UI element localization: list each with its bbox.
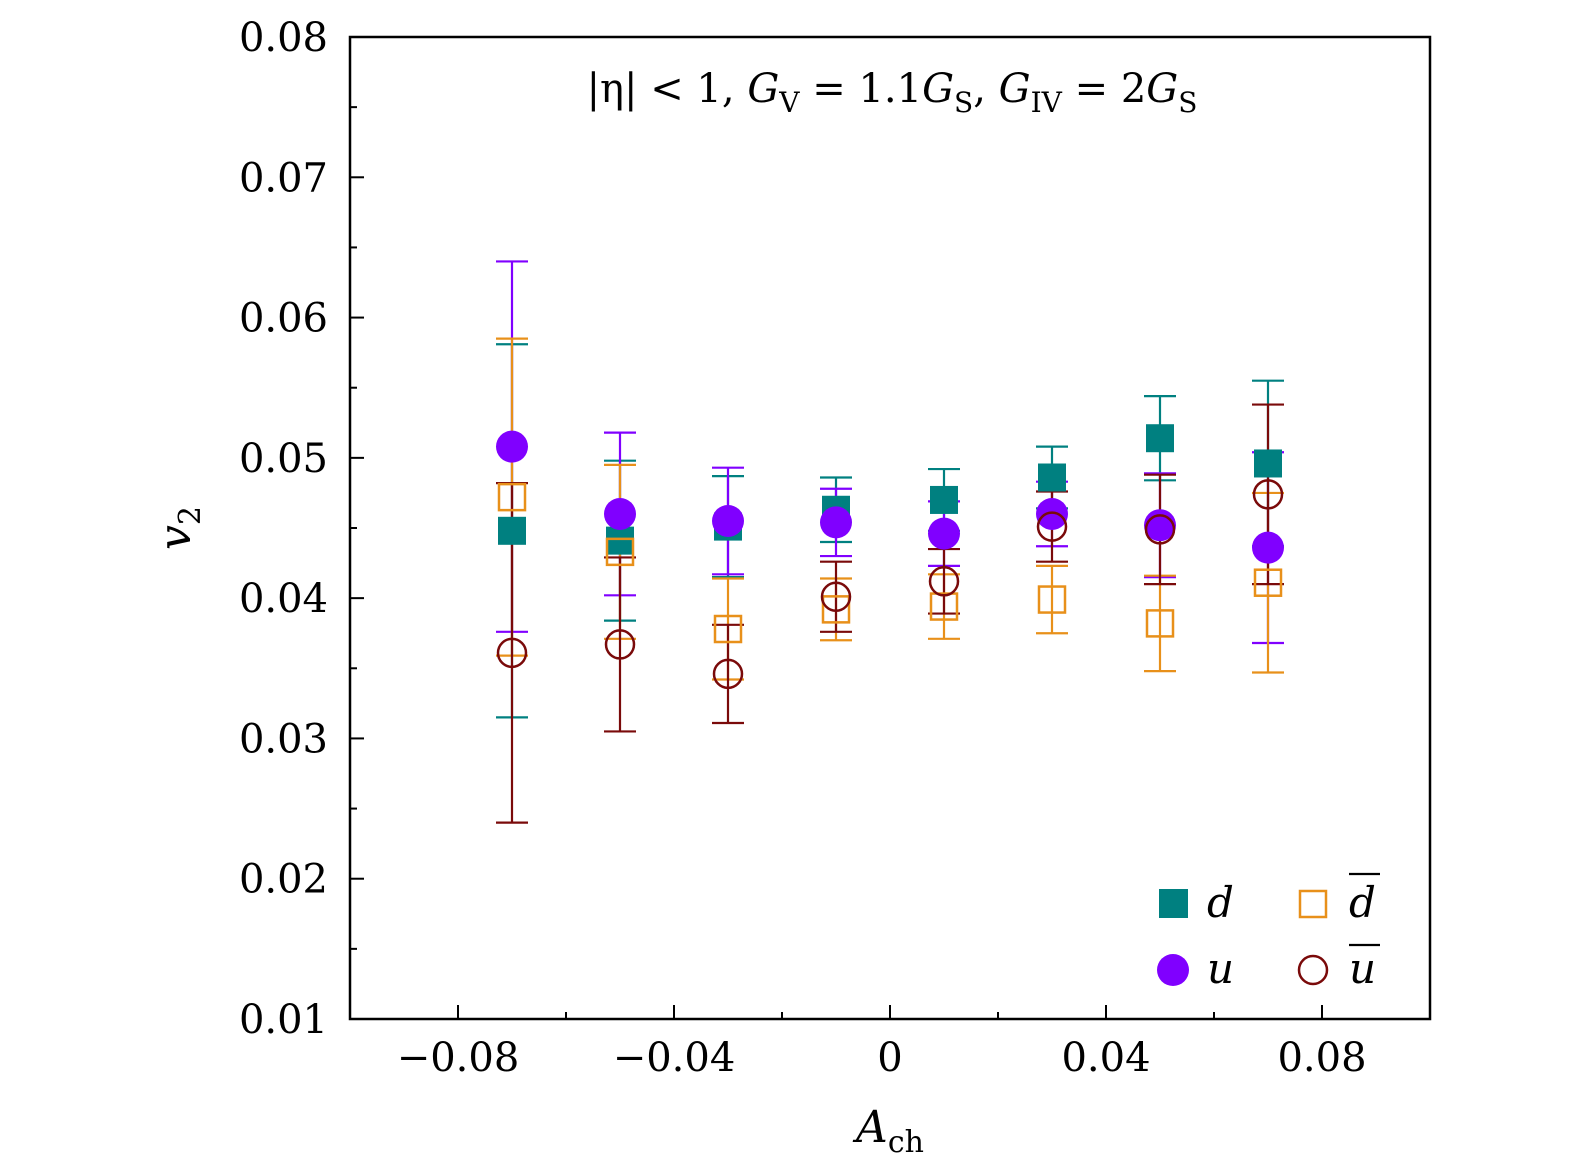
legend-entry-dbar: d: [1298, 872, 1380, 927]
point-d: [1038, 463, 1066, 492]
point-u: [928, 517, 960, 550]
plot-frame: [348, 35, 1432, 1021]
chart-title: |η| < 1, GV = 1.1GS, GIV = 2GS: [587, 66, 1198, 119]
point-u: [712, 504, 744, 537]
legend-entry-ubar: u: [1297, 943, 1380, 993]
y-tick-label: 0.08: [239, 15, 328, 61]
x-tick-label: 0.08: [1277, 1035, 1366, 1081]
legend: d d u u: [1157, 872, 1380, 993]
point-u: [1036, 497, 1068, 530]
point-ubar: [1144, 514, 1176, 545]
legend-label-ubar: u: [1349, 944, 1376, 993]
point-dbar: [1145, 609, 1175, 638]
point-dbar: [713, 614, 743, 644]
legend-marker-ubar: [1297, 954, 1329, 986]
point-d: [1254, 449, 1282, 478]
y-tick-label: 0.02: [239, 857, 328, 903]
point-d: [930, 485, 958, 514]
y-tick-label: 0.05: [239, 436, 328, 482]
point-dbar: [1253, 568, 1283, 597]
y-tick-label: 0.07: [239, 155, 328, 201]
point-u: [496, 430, 528, 463]
x-tick-label: −0.08: [397, 1035, 520, 1081]
legend-entry-u: u: [1157, 944, 1234, 993]
point-d: [1146, 424, 1174, 453]
y-axis-label: v2: [150, 506, 208, 550]
point-ubar: [1252, 479, 1284, 510]
point-u: [1252, 531, 1284, 564]
series-u: [496, 260, 1284, 645]
point-ubar: [820, 581, 852, 612]
legend-label-dbar: d: [1349, 878, 1376, 927]
x-tick-label: 0: [877, 1035, 902, 1081]
y-tick-label: 0.01: [239, 997, 328, 1043]
legend-marker-u: [1157, 954, 1189, 986]
point-dbar: [821, 595, 851, 624]
legend-marker-d: [1159, 889, 1188, 918]
point-dbar: [929, 592, 959, 621]
point-u: [820, 506, 852, 539]
x-axis-label: Ach: [852, 1102, 924, 1160]
point-ubar: [928, 566, 960, 597]
y-tick-label: 0.06: [239, 296, 328, 342]
axis-ticks: 0.01 0.02 0.03 0.04 0.05 0.06 0.07 0.08 −0.08 −0.…: [239, 15, 1367, 1081]
point-d: [606, 526, 634, 555]
legend-marker-dbar: [1298, 889, 1328, 919]
point-ubar: [1036, 511, 1068, 542]
y-tick-label: 0.03: [239, 716, 328, 762]
point-ubar: [712, 658, 744, 690]
point-dbar: [605, 537, 635, 567]
point-ubar: [604, 629, 636, 660]
point-ubar: [496, 637, 528, 669]
plot-data: [496, 260, 1284, 824]
series-ubar: [496, 403, 1284, 824]
point-dbar: [1037, 585, 1067, 614]
y-tick-label: 0.04: [239, 576, 328, 622]
point-dbar: [497, 482, 527, 512]
legend-entry-d: d: [1159, 878, 1234, 927]
markers-dbar: [497, 482, 1283, 644]
x-tick-label: 0.04: [1061, 1035, 1150, 1081]
markers-ubar: [496, 479, 1284, 690]
x-tick-label: −0.04: [613, 1035, 736, 1081]
point-u: [604, 497, 636, 530]
point-d: [498, 516, 526, 545]
legend-label-u: u: [1207, 944, 1234, 993]
legend-label-d: d: [1207, 878, 1234, 927]
